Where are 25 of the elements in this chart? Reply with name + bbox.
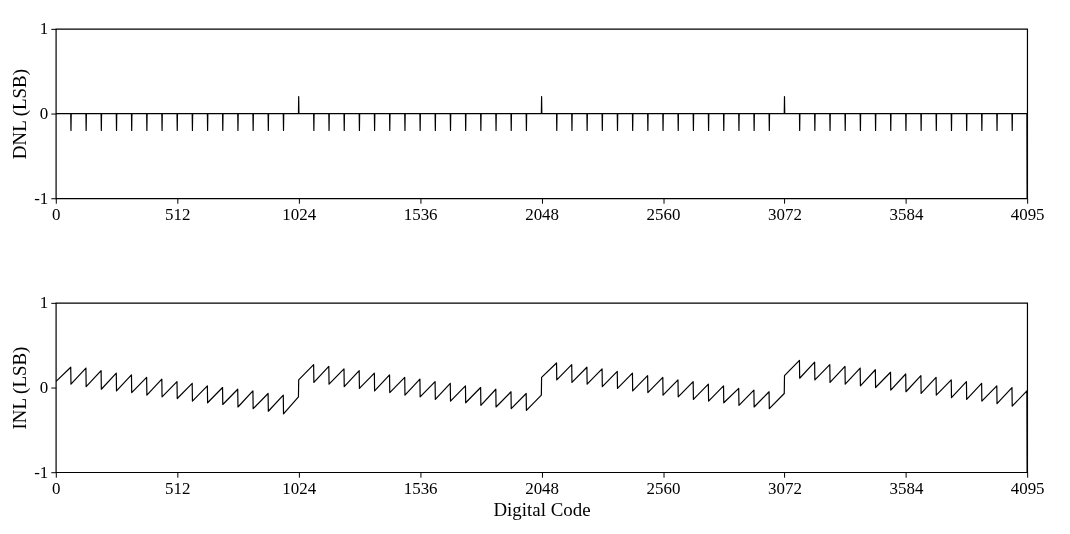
x-tick-label: 1024 xyxy=(282,204,317,224)
x-tick-label: 1024 xyxy=(282,478,317,498)
x-tick-label: 1536 xyxy=(403,478,438,498)
y-tick-label: -1 xyxy=(34,188,49,208)
x-tick-label: 4095 xyxy=(1010,478,1045,498)
x-tick-label: 2560 xyxy=(646,204,681,224)
x-tick-label: 3072 xyxy=(768,204,802,224)
x-tick-label: 512 xyxy=(165,204,191,224)
x-tick-label: 2048 xyxy=(525,478,560,498)
x-tick-label: 512 xyxy=(165,478,191,498)
y-tick-label: -1 xyxy=(34,462,49,482)
y-tick-label: 0 xyxy=(39,378,49,398)
x-tick-label: 4095 xyxy=(1010,204,1045,224)
y-axis-title: INL (LSB) xyxy=(9,346,32,430)
x-tick-label: 3584 xyxy=(889,478,924,498)
x-axis-title: Digital Code xyxy=(493,498,591,520)
y-tick-label: 0 xyxy=(39,104,49,124)
x-tick-label: 3584 xyxy=(889,204,924,224)
x-tick-label: 2560 xyxy=(646,478,681,498)
x-tick-label: 3072 xyxy=(768,478,802,498)
y-axis-title: DNL (LSB) xyxy=(9,68,32,160)
x-tick-label: 1536 xyxy=(403,204,438,224)
x-tick-label: 2048 xyxy=(525,204,560,224)
y-tick-label: 1 xyxy=(39,293,49,313)
y-tick-label: 1 xyxy=(39,19,49,39)
